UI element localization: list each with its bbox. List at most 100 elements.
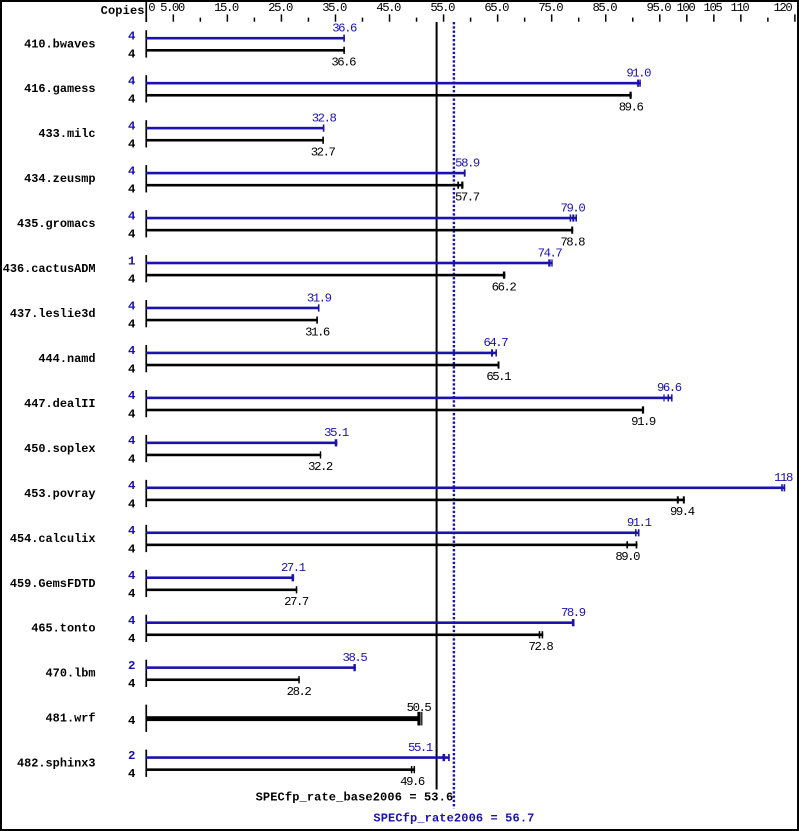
svg-text:89.0: 89.0 bbox=[615, 550, 640, 564]
svg-text:4: 4 bbox=[128, 209, 136, 223]
svg-text:49.6: 49.6 bbox=[400, 775, 425, 789]
svg-text:435.gromacs: 435.gromacs bbox=[17, 217, 96, 231]
svg-text:4: 4 bbox=[128, 632, 136, 646]
svg-text:1: 1 bbox=[128, 254, 135, 268]
svg-text:4: 4 bbox=[128, 344, 136, 358]
svg-text:35.1: 35.1 bbox=[324, 426, 349, 440]
svg-text:465.tonto: 465.tonto bbox=[31, 622, 95, 636]
svg-text:55.1: 55.1 bbox=[408, 741, 433, 755]
svg-text:27.7: 27.7 bbox=[284, 595, 309, 609]
svg-text:4: 4 bbox=[128, 767, 136, 781]
svg-text:95.0: 95.0 bbox=[647, 1, 672, 15]
svg-text:482.sphinx3: 482.sphinx3 bbox=[17, 757, 96, 771]
svg-text:4: 4 bbox=[128, 119, 136, 133]
svg-text:78.8: 78.8 bbox=[560, 235, 585, 249]
svg-text:4: 4 bbox=[128, 479, 136, 493]
svg-text:35.0: 35.0 bbox=[322, 1, 347, 15]
svg-text:SPECfp_rate_base2006 = 53.6: SPECfp_rate_base2006 = 53.6 bbox=[256, 791, 454, 805]
svg-text:4: 4 bbox=[128, 299, 136, 313]
svg-text:58.9: 58.9 bbox=[455, 156, 480, 170]
svg-text:79.0: 79.0 bbox=[561, 201, 586, 215]
svg-text:91.9: 91.9 bbox=[631, 415, 656, 429]
svg-text:32.7: 32.7 bbox=[311, 145, 336, 159]
svg-text:4: 4 bbox=[128, 714, 136, 728]
svg-text:45.0: 45.0 bbox=[376, 1, 401, 15]
svg-text:64.7: 64.7 bbox=[483, 336, 508, 350]
svg-text:25.0: 25.0 bbox=[268, 1, 293, 15]
svg-text:453.povray: 453.povray bbox=[24, 487, 95, 501]
svg-text:4: 4 bbox=[128, 183, 136, 197]
svg-text:85.0: 85.0 bbox=[592, 1, 617, 15]
svg-text:57.7: 57.7 bbox=[455, 190, 480, 204]
svg-text:105: 105 bbox=[704, 1, 723, 15]
svg-text:4: 4 bbox=[128, 74, 136, 88]
svg-text:2: 2 bbox=[128, 749, 135, 763]
svg-text:459.GemsFDTD: 459.GemsFDTD bbox=[10, 577, 96, 591]
svg-text:SPECfp_rate2006 = 56.7: SPECfp_rate2006 = 56.7 bbox=[373, 812, 534, 826]
svg-text:4: 4 bbox=[128, 587, 136, 601]
svg-text:4: 4 bbox=[128, 524, 136, 538]
svg-text:32.8: 32.8 bbox=[312, 111, 337, 125]
svg-text:75.0: 75.0 bbox=[538, 1, 563, 15]
svg-text:27.1: 27.1 bbox=[281, 561, 306, 575]
svg-text:66.2: 66.2 bbox=[492, 280, 517, 294]
svg-text:4: 4 bbox=[128, 569, 136, 583]
svg-text:447.dealII: 447.dealII bbox=[24, 397, 95, 411]
svg-text:4: 4 bbox=[128, 614, 136, 628]
svg-text:110: 110 bbox=[731, 1, 750, 15]
svg-text:437.leslie3d: 437.leslie3d bbox=[10, 307, 96, 321]
svg-text:481.wrf: 481.wrf bbox=[46, 712, 96, 726]
svg-text:4: 4 bbox=[128, 542, 136, 556]
svg-text:5.00: 5.00 bbox=[160, 1, 185, 15]
svg-text:4: 4 bbox=[128, 164, 136, 178]
svg-text:416.gamess: 416.gamess bbox=[24, 82, 95, 96]
svg-text:4: 4 bbox=[128, 317, 136, 331]
svg-text:4: 4 bbox=[128, 273, 136, 287]
svg-text:100: 100 bbox=[677, 1, 696, 15]
svg-text:4: 4 bbox=[128, 434, 136, 448]
svg-text:4: 4 bbox=[128, 389, 136, 403]
svg-text:0: 0 bbox=[148, 1, 155, 15]
svg-text:91.1: 91.1 bbox=[627, 516, 652, 530]
svg-text:4: 4 bbox=[128, 452, 136, 466]
svg-text:Copies: Copies bbox=[101, 4, 145, 18]
svg-text:410.bwaves: 410.bwaves bbox=[24, 37, 95, 51]
svg-text:450.soplex: 450.soplex bbox=[24, 442, 95, 456]
svg-text:454.calculix: 454.calculix bbox=[10, 532, 96, 546]
svg-text:99.4: 99.4 bbox=[670, 505, 695, 519]
svg-text:78.9: 78.9 bbox=[561, 606, 586, 620]
svg-text:36.6: 36.6 bbox=[331, 56, 356, 70]
svg-text:89.6: 89.6 bbox=[619, 100, 644, 114]
svg-text:4: 4 bbox=[128, 228, 136, 242]
svg-text:4: 4 bbox=[128, 677, 136, 691]
svg-text:65.1: 65.1 bbox=[486, 370, 511, 384]
svg-text:434.zeusmp: 434.zeusmp bbox=[24, 172, 95, 186]
svg-text:32.2: 32.2 bbox=[308, 460, 333, 474]
svg-text:120: 120 bbox=[774, 1, 793, 15]
svg-text:118: 118 bbox=[774, 471, 793, 485]
svg-text:31.9: 31.9 bbox=[307, 291, 332, 305]
svg-text:55.0: 55.0 bbox=[430, 1, 455, 15]
svg-text:470.lbm: 470.lbm bbox=[46, 667, 96, 681]
svg-text:91.0: 91.0 bbox=[626, 66, 651, 80]
svg-text:4: 4 bbox=[128, 407, 136, 421]
svg-text:4: 4 bbox=[128, 362, 136, 376]
svg-text:436.cactusADM: 436.cactusADM bbox=[3, 262, 96, 276]
svg-text:74.7: 74.7 bbox=[538, 246, 563, 260]
svg-text:4: 4 bbox=[128, 138, 136, 152]
svg-text:4: 4 bbox=[128, 497, 136, 511]
svg-text:444.namd: 444.namd bbox=[38, 352, 95, 366]
svg-text:4: 4 bbox=[128, 48, 136, 62]
svg-text:96.6: 96.6 bbox=[657, 381, 682, 395]
svg-text:4: 4 bbox=[128, 30, 136, 44]
svg-text:38.5: 38.5 bbox=[343, 651, 368, 665]
svg-text:2: 2 bbox=[128, 659, 135, 673]
svg-text:72.8: 72.8 bbox=[529, 640, 554, 654]
svg-text:4: 4 bbox=[128, 93, 136, 107]
svg-text:65.0: 65.0 bbox=[484, 1, 509, 15]
svg-text:36.6: 36.6 bbox=[332, 22, 357, 36]
svg-text:433.milc: 433.milc bbox=[38, 127, 95, 141]
svg-text:15.0: 15.0 bbox=[214, 1, 239, 15]
svg-text:50.5: 50.5 bbox=[407, 701, 432, 715]
svg-text:31.6: 31.6 bbox=[305, 325, 330, 339]
